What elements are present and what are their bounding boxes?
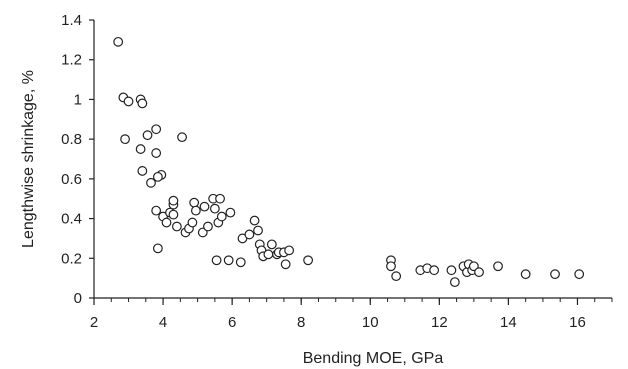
data-point	[211, 255, 222, 266]
data-point	[280, 259, 291, 270]
data-point	[171, 221, 182, 232]
data-point	[429, 265, 440, 276]
x-tick-label: 14	[500, 314, 517, 331]
data-point	[263, 249, 274, 260]
data-point	[449, 277, 460, 288]
y-tick-label: 0.6	[61, 171, 82, 188]
x-tick-label: 2	[90, 314, 98, 331]
y-tick-label: 1	[74, 91, 82, 108]
y-tick-label: 0	[74, 290, 82, 307]
data-point	[391, 271, 402, 282]
data-point	[168, 209, 179, 220]
data-point	[216, 211, 227, 222]
data-point	[161, 217, 172, 228]
data-point	[190, 205, 201, 216]
x-axis-ticks: 2 4 6 8 10 12 14 16	[90, 298, 613, 331]
x-tick-label: 12	[431, 314, 448, 331]
data-point	[225, 207, 236, 218]
data-point	[135, 144, 146, 154]
x-tick-label: 4	[159, 314, 167, 331]
y-tick-label: 1.4	[61, 12, 82, 29]
data-point	[235, 257, 246, 268]
y-tick-label: 0.4	[61, 211, 82, 228]
plot-area: 0 0.2 0.4 0.6 0.8 1 1.2 1.4 2 4 6 8 10 12 14 16	[61, 12, 613, 331]
y-tick-label: 1.2	[61, 52, 82, 69]
y-tick-label: 0.2	[61, 250, 82, 267]
data-point	[284, 245, 295, 256]
data-point	[493, 261, 503, 272]
y-tick-label: 0.8	[61, 131, 82, 148]
y-axis-ticks: 0 0.2 0.4 0.6 0.8 1 1.2 1.4	[61, 12, 94, 307]
x-tick-label: 6	[228, 314, 236, 331]
x-tick-label: 16	[569, 314, 586, 331]
x-tick-label: 10	[362, 314, 379, 331]
data-point	[253, 225, 263, 236]
data-point	[249, 215, 260, 226]
data-point	[446, 265, 457, 276]
data-point	[199, 201, 210, 212]
data-points	[113, 36, 585, 288]
data-point	[203, 221, 213, 232]
data-point	[386, 261, 396, 272]
data-point	[177, 132, 187, 143]
data-point	[146, 177, 156, 188]
data-point	[209, 203, 220, 214]
data-point	[152, 171, 163, 182]
data-point	[142, 130, 153, 141]
data-point	[520, 269, 531, 280]
data-point	[151, 124, 162, 135]
data-point	[123, 96, 134, 107]
data-point	[215, 193, 225, 204]
data-point	[266, 239, 277, 250]
x-tick-label: 8	[297, 314, 305, 331]
data-point	[137, 98, 148, 109]
y-axis-label: Lengthwise shrinkage, %	[20, 70, 37, 248]
data-point	[189, 197, 200, 208]
data-point	[152, 243, 163, 254]
data-point	[113, 36, 124, 47]
data-point	[303, 255, 314, 266]
x-axis-label: Bending MOE, GPa	[303, 350, 444, 367]
data-point	[550, 269, 560, 280]
data-point	[574, 269, 585, 280]
data-point	[151, 148, 162, 158]
data-point	[223, 255, 234, 266]
data-point	[474, 267, 484, 278]
data-point	[137, 166, 148, 176]
data-point	[151, 205, 162, 216]
data-point	[120, 134, 130, 145]
data-point	[244, 229, 255, 240]
data-point	[168, 195, 179, 206]
data-point	[187, 217, 198, 228]
